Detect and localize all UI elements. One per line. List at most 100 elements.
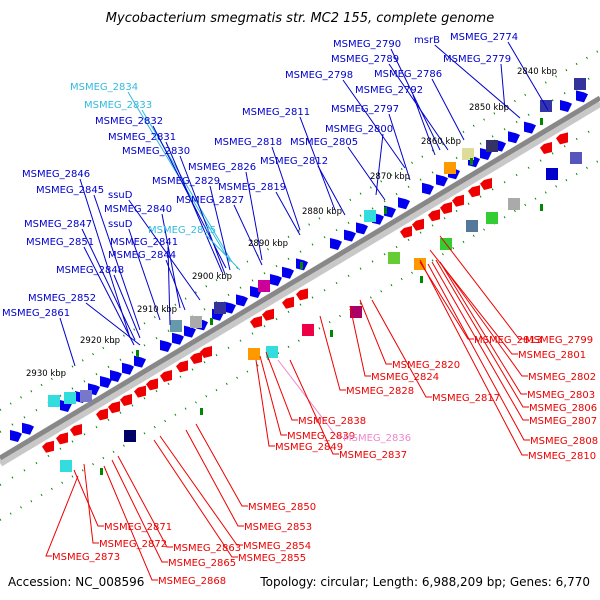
reverse-gene-label: MSMEG_2802 [528,372,596,383]
gene-labels: MSMEG_2774 msrB MSMEG_2790 MSMEG_2789 MSMEG_… [2,32,598,587]
forward-gene-label: ssuD [108,190,133,201]
cog-box [546,168,558,180]
forward-gene-arrow [422,182,434,195]
forward-gene-label: MSMEG_2786 [374,69,442,80]
reverse-gene-arrow [556,132,568,145]
reverse-gene-arrow [96,408,108,421]
reverse-gene-label: MSMEG_2872 [99,539,167,550]
reverse-gene-label: MSMEG_2817 [432,393,500,404]
forward-gene-label: MSMEG_2831 [108,132,176,143]
forward-gene-arrow [160,340,172,352]
kbp-tick-label: 2890 kbp [248,239,288,249]
reverse-callout [259,355,287,436]
forward-gene-label: MSMEG_2840 [104,204,172,215]
forward-gene-label: MSMEG_2848 [56,265,124,276]
forward-gene-label: MSMEG_2827 [176,195,244,206]
forward-gene-label: MSMEG_2851 [26,237,94,248]
reverse-gene-label: MSMEG_2855 [238,553,306,564]
forward-callout [161,213,181,309]
forward-gene-arrow [436,174,448,187]
cog-box [190,316,202,328]
reverse-gene-label: MSMEG_2873 [52,552,120,563]
reverse-gene-arrow [160,370,172,382]
reverse-gene-arrow [540,142,552,154]
reverse-callout [371,299,432,398]
reverse-callout [265,351,298,421]
cog-box [64,392,76,404]
reverse-gene-label: MSMEG_2865 [168,558,236,569]
kbp-tick-label: 2900 kbp [192,272,232,282]
reverse-gene-arrow [440,202,452,214]
reverse-gene-arrow [452,194,464,207]
forward-callout [299,116,336,211]
cog-box [258,280,270,292]
reverse-callout [277,359,343,438]
track-tick [384,207,387,214]
backbone [0,95,600,461]
summary-text: Topology: circular; Length: 6,988,209 bp… [259,575,590,589]
kbp-tick-label: 2870 kbp [370,172,410,182]
cog-box [266,346,278,358]
reverse-callout [349,305,371,377]
forward-gene-arrow [508,131,520,144]
cog-box [508,198,520,210]
forward-gene-arrow [236,294,248,307]
forward-gene-label: MSMEG_2846 [22,169,90,180]
reverse-gene-label: MSMEG_2799 [525,335,593,346]
cog-box [248,348,260,360]
forward-gene-arrow [172,332,184,345]
forward-gene-arrow [356,222,368,235]
forward-gene-arrow [398,197,410,210]
forward-gene-label: MSMEG_2812 [260,156,328,167]
cog-box [466,220,478,232]
forward-gene-label: MSMEG_2834 [70,82,138,93]
reverse-callout [73,469,104,527]
forward-callout [113,274,141,339]
cog-box [48,395,60,407]
kbp-tick-label: 2850 kbp [469,103,509,113]
reverse-callout [45,475,79,557]
forward-callout [83,246,135,346]
forward-gene-label: MSMEG_2844 [108,250,176,261]
reverse-gene-arrow [108,401,120,414]
reverse-callout [429,249,518,355]
cog-box [302,324,314,336]
forward-callout [347,146,386,201]
reverse-gene-label: MSMEG_2863 [173,543,241,554]
forward-gene-label: MSMEG_2774 [450,32,518,43]
accession-text: Accession: NC_008596 [8,575,144,589]
reverse-gene-arrow [296,288,308,301]
forward-gene-label: MSMEG_2847 [24,219,92,230]
reverse-callout [419,259,528,456]
forward-gene-label: MSMEG_2790 [333,39,401,50]
reverse-gene-arrow [42,440,54,453]
reverse-gene-arrow [120,394,132,406]
cog-box [486,140,498,152]
forward-callout [275,191,301,236]
forward-gene-arrow [270,274,282,286]
reverse-gene-label: MSMEG_2850 [248,502,316,513]
forward-gene-arrow [10,430,22,442]
forward-gene-arrow [524,121,536,134]
forward-gene-label: ssuD [108,219,133,230]
reverse-callout [185,429,244,527]
reverse-gene-label: MSMEG_2837 [339,450,407,461]
backbone-shadow [0,99,600,467]
reverse-gene-label: MSMEG_2808 [530,436,598,447]
forward-callout [342,79,406,169]
reverse-callout [153,439,238,558]
reverse-gene-arrow [70,424,82,436]
cog-box [486,212,498,224]
forward-gene-label: MSMEG_2861 [2,308,70,319]
cog-box [60,460,72,472]
reverse-gene-label: MSMEG_2838 [298,416,366,427]
forward-gene-label: MSMEG_2797 [331,104,399,115]
forward-gene-label: MSMEG_2841 [110,237,178,248]
forward-callout [388,63,449,151]
cog-box [570,152,582,164]
forward-gene-arrow [184,325,196,338]
reverse-gene-label: MSMEG_2806 [529,403,597,414]
forward-callout [128,199,201,301]
cog-box [574,78,586,90]
